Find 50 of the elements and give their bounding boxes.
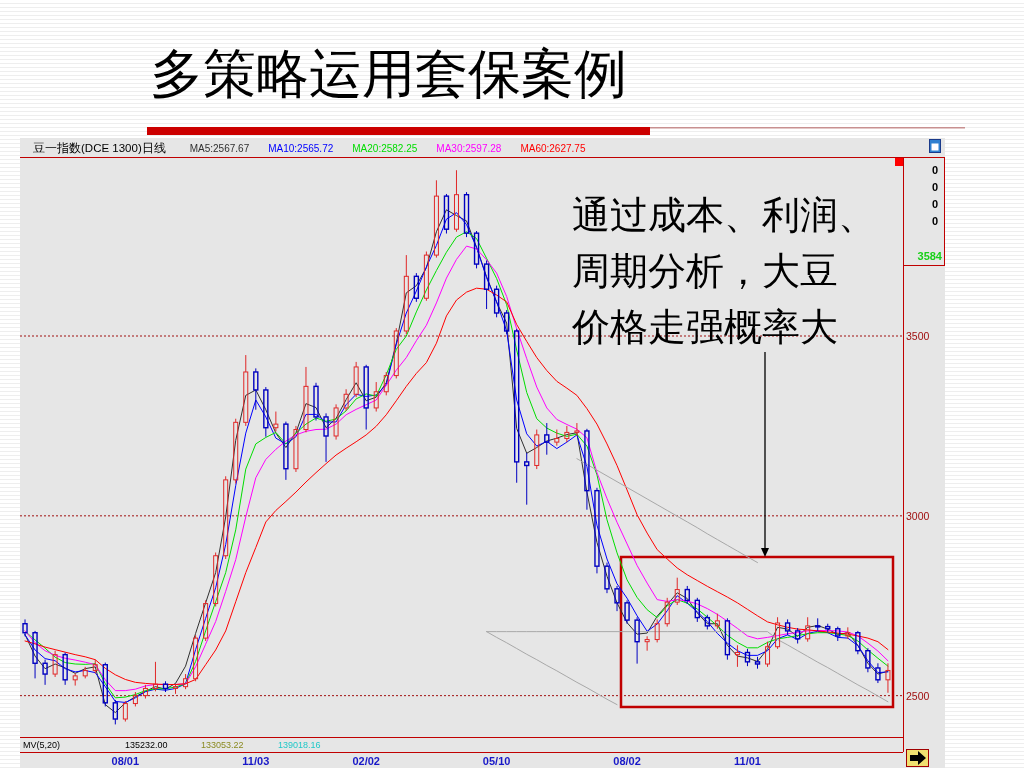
line-series — [576, 458, 759, 564]
candlestick — [293, 425, 299, 473]
chart-title: 多策略运用套保案例 — [150, 45, 627, 103]
candlestick — [624, 599, 630, 625]
candlestick — [52, 650, 58, 678]
candlestick — [32, 630, 38, 679]
text: MA5:2567.67 — [189, 143, 250, 154]
candlestick — [865, 647, 871, 673]
candlestick — [594, 487, 600, 574]
text: 133053.22 — [201, 740, 244, 750]
candlestick — [323, 412, 329, 463]
candlestick — [614, 585, 620, 612]
candlestick — [22, 618, 28, 637]
candlestick — [875, 662, 881, 684]
candlestick — [564, 425, 570, 443]
x-tick-label: 11/03 — [242, 755, 270, 767]
x-tick-label: 08/02 — [613, 755, 641, 767]
y-tick-label: 3500 — [906, 330, 930, 343]
x-tick-label: 05/10 — [482, 755, 511, 767]
candlestick — [353, 361, 359, 398]
annotation: 通过成本、利润、周期分析，大豆价格走强概率大 — [571, 194, 876, 348]
candlestick — [544, 422, 550, 456]
candlestick — [885, 662, 891, 694]
text: MV(5,20) — [23, 740, 61, 750]
text: MA30:2597.28 — [436, 143, 502, 154]
candlestick — [634, 616, 640, 665]
candlestick — [303, 366, 309, 433]
y-tick-label: 2500 — [906, 689, 930, 702]
text: MA20:2582.25 — [352, 143, 418, 154]
candlestick — [42, 659, 48, 686]
candlestick — [313, 382, 319, 422]
candlestick — [604, 562, 610, 594]
x-tick-label: 08/01 — [111, 755, 140, 767]
candlestick — [343, 388, 349, 412]
candlestick — [574, 422, 580, 437]
candlestick — [333, 403, 339, 441]
text: MA10:2565.72 — [268, 143, 334, 154]
x-tick-label: 02/02 — [352, 755, 380, 767]
candlestick — [273, 411, 279, 432]
text: 135232.00 — [125, 740, 168, 750]
text: 139018.16 — [278, 740, 321, 750]
candlestick — [734, 644, 740, 668]
text: 0000 — [929, 164, 941, 232]
candlestick — [644, 635, 650, 652]
y-tick-label: 3000 — [906, 509, 930, 522]
text: MA60:2627.75 — [520, 143, 586, 154]
chart-subtitle: 豆一指数(DCE 1300)日线 — [33, 142, 166, 154]
candlestick — [584, 428, 590, 511]
x-tick-label: 11/01 — [734, 755, 761, 767]
text: 3584 — [917, 250, 943, 262]
